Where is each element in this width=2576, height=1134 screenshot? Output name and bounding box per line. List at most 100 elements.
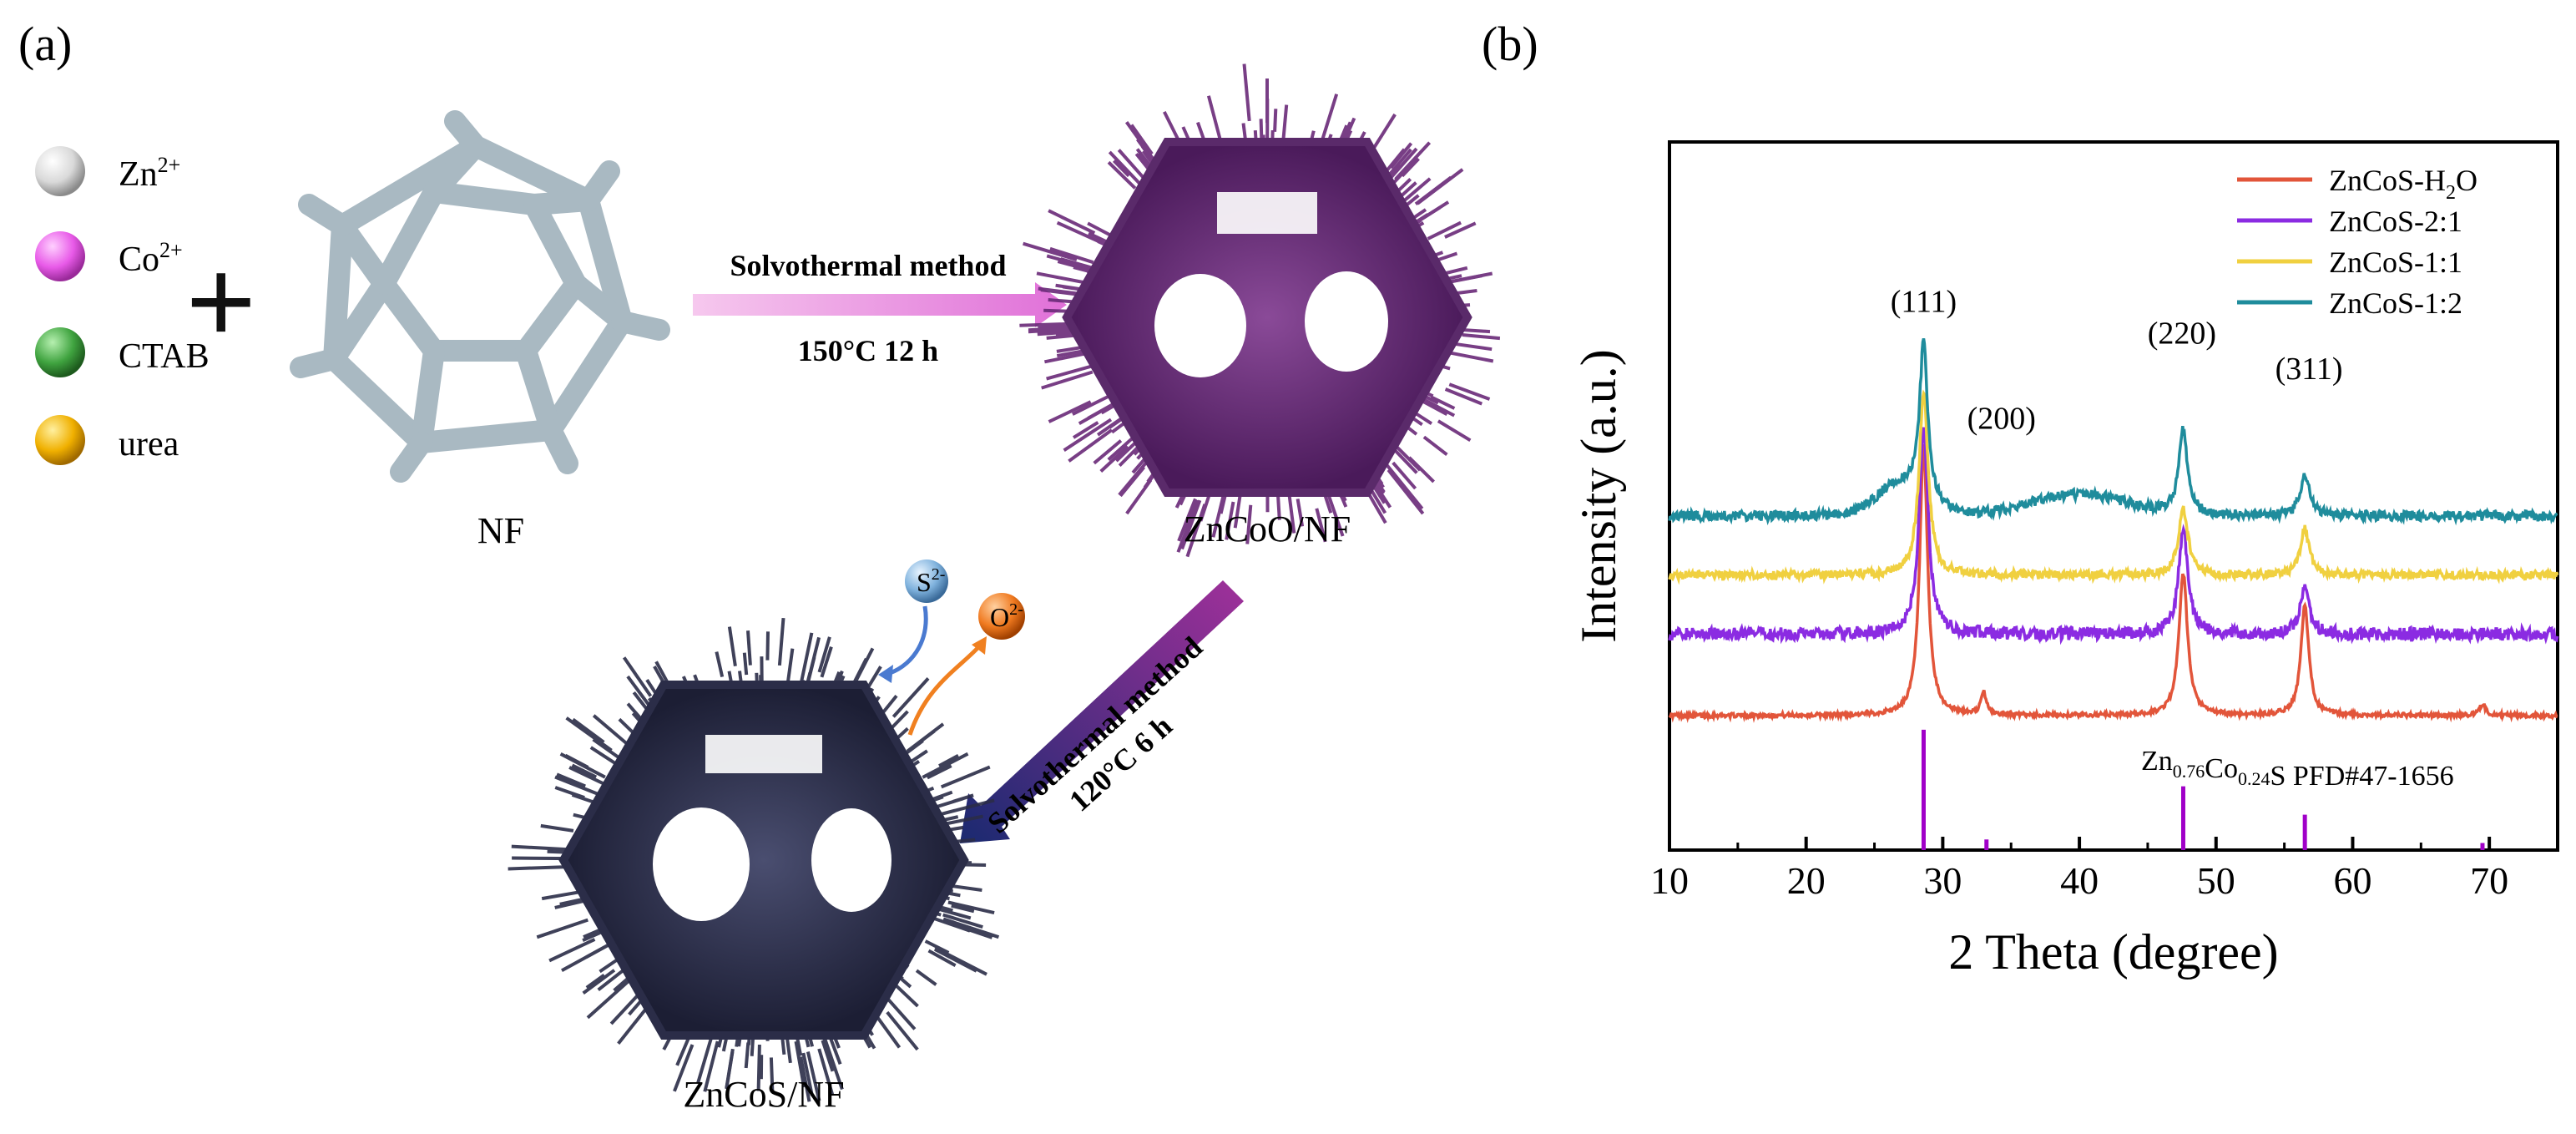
nanowire-spike xyxy=(1108,150,1146,190)
nanowire-spike xyxy=(821,1040,835,1072)
nanowire-spike xyxy=(1315,508,1327,543)
nanowire-spike xyxy=(915,969,937,986)
legend-text-1-2: ZnCoS-1:2 xyxy=(2329,286,2462,320)
sulfide-ion-sphere xyxy=(905,559,948,603)
peak-annotation: (200) xyxy=(1967,401,2036,436)
nanowire-spike xyxy=(1242,63,1251,122)
nanowire-spike xyxy=(940,765,991,789)
nanowire-spike xyxy=(715,651,725,678)
nanowire-spike xyxy=(756,1044,761,1091)
nanowire-spike xyxy=(744,1042,750,1069)
urea-label: urea xyxy=(119,425,179,463)
nanowire-spike xyxy=(1416,168,1464,205)
nanowire-spike xyxy=(556,772,586,788)
nanowire-spike xyxy=(1048,400,1092,423)
nanowire-spike xyxy=(1112,159,1130,178)
x-tick-label: 70 xyxy=(2470,859,2508,902)
nanowire-spike xyxy=(554,899,588,909)
nanowire-spike xyxy=(1392,443,1422,472)
ctab-sphere xyxy=(35,327,85,377)
nanowire-spike xyxy=(1093,439,1123,465)
nanowire-spike xyxy=(794,1040,806,1088)
nanowire-spike xyxy=(1180,499,1202,550)
nanowire-spike xyxy=(806,1051,821,1101)
zn-ion-label: Zn2+ xyxy=(119,153,180,194)
nanowire-spike xyxy=(703,1040,720,1092)
nanowire-spike xyxy=(1385,463,1424,510)
oxide-ion-label: O2- xyxy=(990,600,1023,632)
nanowire-spike xyxy=(886,1010,919,1051)
nanowire-spike xyxy=(673,1044,695,1092)
nanowire-spike xyxy=(1421,399,1448,417)
nanowire-spike xyxy=(559,752,606,779)
nanowire-spike xyxy=(1462,333,1501,341)
peak-annotation: (111) xyxy=(1891,285,1957,320)
nanowire-spike xyxy=(1184,499,1199,529)
nanowire-spike xyxy=(1068,428,1114,463)
nanowire-spike xyxy=(1072,392,1115,416)
nickel-foam-frame xyxy=(290,110,670,483)
nanowire-spike xyxy=(927,764,952,780)
nanowire-spike xyxy=(1114,442,1136,463)
nanowire-spike xyxy=(938,753,959,767)
nanowire-spike xyxy=(508,865,564,871)
zncos-label: ZnCoS/NF xyxy=(683,1074,844,1115)
series-line-ZnCoS-1:2 xyxy=(1668,337,2558,526)
zncoo-pore-left xyxy=(1154,274,1246,377)
x-tick-label: 20 xyxy=(1787,859,1826,902)
nanowire-spike xyxy=(1444,221,1477,239)
panel-a: (a) Zn2+ Co2+ CTAB urea + xyxy=(18,17,1501,1115)
nanowire-spike xyxy=(820,645,833,678)
nanowire-spike xyxy=(622,656,653,697)
nanowire-spike xyxy=(536,918,588,939)
nanowire-spike xyxy=(1211,493,1226,538)
nanowire-spike xyxy=(822,1035,844,1091)
x-tick-label: 40 xyxy=(2060,859,2099,902)
step1-arrow xyxy=(693,282,1067,327)
zncoo-nanowire-cage xyxy=(1019,63,1501,558)
nanowire-spike xyxy=(572,717,605,744)
xrd-legend: ZnCoS-H2O ZnCoS-2:1 ZnCoS-1:1 ZnCoS-1:2 xyxy=(2237,164,2478,320)
nanowire-spike xyxy=(874,1014,902,1049)
nanowire-spike xyxy=(927,949,957,967)
nanowire-spike xyxy=(906,722,945,753)
nanowire-spike xyxy=(1107,160,1137,190)
zncos-pore-left xyxy=(653,807,750,921)
zncos-nanowire-cage xyxy=(508,617,1000,1102)
nanowire-spike xyxy=(1444,387,1483,406)
series-line-ZnCoS-1:1 xyxy=(1668,389,2559,585)
legend-text-h2o: ZnCoS-H2O xyxy=(2329,164,2478,204)
x-tick-label: 60 xyxy=(2333,859,2371,902)
nanowire-spike xyxy=(1342,117,1356,142)
nanowire-spike xyxy=(1386,468,1425,515)
nanowire-spike xyxy=(1448,382,1491,401)
nanowire-spike xyxy=(1036,271,1091,286)
urea-sphere xyxy=(35,415,85,465)
nanowire-spike xyxy=(725,1051,735,1090)
reference-pattern-label: Zn0.76Co0.24S PFD#47-1656 xyxy=(2141,746,2454,792)
nanowire-spike xyxy=(939,798,995,817)
step2-arrow xyxy=(960,580,1244,843)
nanowire-spike xyxy=(817,1048,835,1096)
nanowire-spike xyxy=(1245,504,1253,544)
nanowire-spike xyxy=(947,900,995,915)
nanowire-spike xyxy=(617,1009,647,1045)
nanowire-spike xyxy=(727,626,737,666)
nanowire-spike xyxy=(1019,321,1068,327)
nanowire-spike xyxy=(891,677,930,718)
nanowire-spike xyxy=(1185,504,1207,558)
co-ion-sphere xyxy=(35,231,85,281)
nanowire-spike xyxy=(1044,352,1084,364)
nanowire-spike xyxy=(942,917,1000,939)
co-ion-label: Co2+ xyxy=(119,238,183,279)
nanowire-spike xyxy=(540,823,574,833)
nanowire-spike xyxy=(1041,370,1094,390)
nanowire-spike xyxy=(1437,419,1472,443)
nf-label: NF xyxy=(477,510,524,551)
nanowire-spike xyxy=(742,652,749,676)
sulfide-ion-label: S2- xyxy=(917,565,945,597)
xrd-chart: 10 20 30 40 50 60 70 (111) (200) (220) (311) xyxy=(1650,285,2559,902)
nanowire-spike xyxy=(1056,220,1108,247)
x-tick-label: 10 xyxy=(1650,859,1689,902)
